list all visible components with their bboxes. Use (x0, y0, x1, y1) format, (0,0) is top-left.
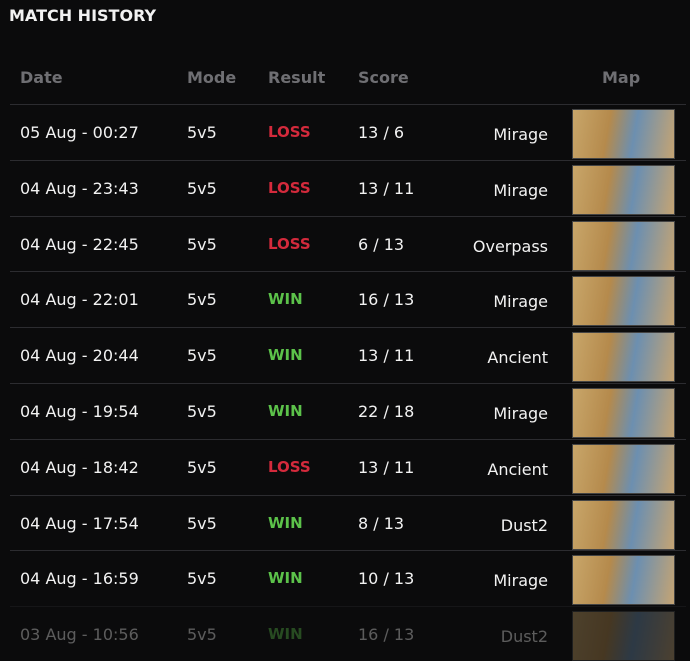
score: 10 / 13 (358, 569, 415, 589)
match-row: 04 Aug - 22:45 5v5 LOSS 6 / 13 Overpass (10, 215, 686, 273)
result: WIN (268, 513, 303, 532)
mode: 5v5 (187, 234, 217, 254)
map-name: Overpass (472, 236, 548, 256)
date: 05 Aug - 00:27 (20, 123, 139, 142)
result: LOSS (268, 123, 311, 141)
date: 04 Aug - 23:43 (20, 178, 139, 198)
mode: 5v5 (187, 569, 217, 589)
score: 16 / 13 (358, 625, 415, 645)
mode: 5v5 (187, 346, 217, 366)
map-thumbnail (572, 220, 675, 271)
map-thumbnail (572, 388, 675, 438)
match-row: 04 Aug - 23:43 5v5 LOSS 13 / 11 Mirage (10, 159, 686, 217)
map-name: Mirage (493, 404, 548, 423)
date: 04 Aug - 16:59 (20, 569, 139, 589)
mode: 5v5 (187, 513, 217, 533)
mode: 5v5 (187, 290, 217, 310)
score: 13 / 11 (358, 457, 415, 477)
mode: 5v5 (187, 457, 217, 477)
match-row: 04 Aug - 19:54 5v5 WIN 22 / 18 Mirage (10, 383, 686, 440)
score: 13 / 11 (358, 178, 415, 198)
score: 6 / 13 (358, 234, 405, 254)
result: WIN (268, 625, 303, 644)
result: LOSS (268, 234, 311, 253)
match-row: 04 Aug - 16:59 5v5 WIN 10 / 13 Mirage (10, 550, 686, 607)
mode: 5v5 (187, 123, 217, 142)
result: WIN (268, 402, 303, 420)
column-header: Mode (187, 68, 237, 87)
map-thumbnail (572, 555, 675, 606)
score: 16 / 13 (358, 290, 415, 310)
map-name: Dust2 (500, 515, 548, 535)
mode: 5v5 (187, 625, 217, 645)
map-name: Dust2 (500, 627, 548, 647)
map-thumbnail (572, 611, 675, 661)
result: WIN (268, 346, 303, 365)
map-thumbnail (572, 164, 675, 215)
score: 13 / 6 (358, 123, 405, 142)
column-header: Map (602, 68, 641, 87)
date: 04 Aug - 18:42 (20, 457, 139, 477)
result: LOSS (268, 178, 311, 197)
map-name: Ancient (487, 459, 548, 479)
match-row: 05 Aug - 00:27 5v5 LOSS 13 / 6 Mirage (10, 104, 686, 161)
map-thumbnail (572, 276, 675, 327)
column-header: Score (358, 68, 409, 87)
score: 8 / 13 (358, 513, 405, 533)
column-header: Date (20, 68, 63, 87)
score: 22 / 18 (358, 402, 415, 421)
date: 03 Aug - 10:56 (20, 625, 139, 645)
date: 04 Aug - 17:54 (20, 513, 139, 533)
result: LOSS (268, 457, 311, 476)
map-name: Mirage (493, 571, 548, 591)
date: 04 Aug - 22:45 (20, 234, 139, 254)
map-thumbnail (572, 332, 675, 383)
map-thumbnail (572, 443, 675, 494)
score: 13 / 11 (358, 346, 415, 366)
map-name: Mirage (493, 292, 548, 312)
title: MATCH HISTORY (9, 6, 157, 25)
result: WIN (268, 290, 303, 309)
match-row: 04 Aug - 17:54 5v5 WIN 8 / 13 Dust2 (10, 494, 686, 552)
map-name: Ancient (487, 348, 548, 368)
map-thumbnail (572, 499, 675, 550)
mode: 5v5 (187, 178, 217, 198)
match-row: 04 Aug - 20:44 5v5 WIN 13 / 11 Ancient (10, 327, 686, 384)
date: 04 Aug - 19:54 (20, 402, 139, 421)
match-row: 03 Aug - 10:56 5v5 WIN 16 / 13 Dust2 (10, 606, 686, 661)
map-thumbnail (572, 109, 675, 159)
result: WIN (268, 569, 303, 588)
match-row: 04 Aug - 18:42 5v5 LOSS 13 / 11 Ancient (10, 438, 686, 496)
date: 04 Aug - 22:01 (20, 290, 139, 310)
match-row: 04 Aug - 22:01 5v5 WIN 16 / 13 Mirage (10, 271, 686, 328)
mode: 5v5 (187, 402, 217, 421)
column-header: Result (268, 68, 326, 87)
map-name: Mirage (493, 180, 548, 200)
date: 04 Aug - 20:44 (20, 346, 139, 366)
map-name: Mirage (493, 125, 548, 144)
